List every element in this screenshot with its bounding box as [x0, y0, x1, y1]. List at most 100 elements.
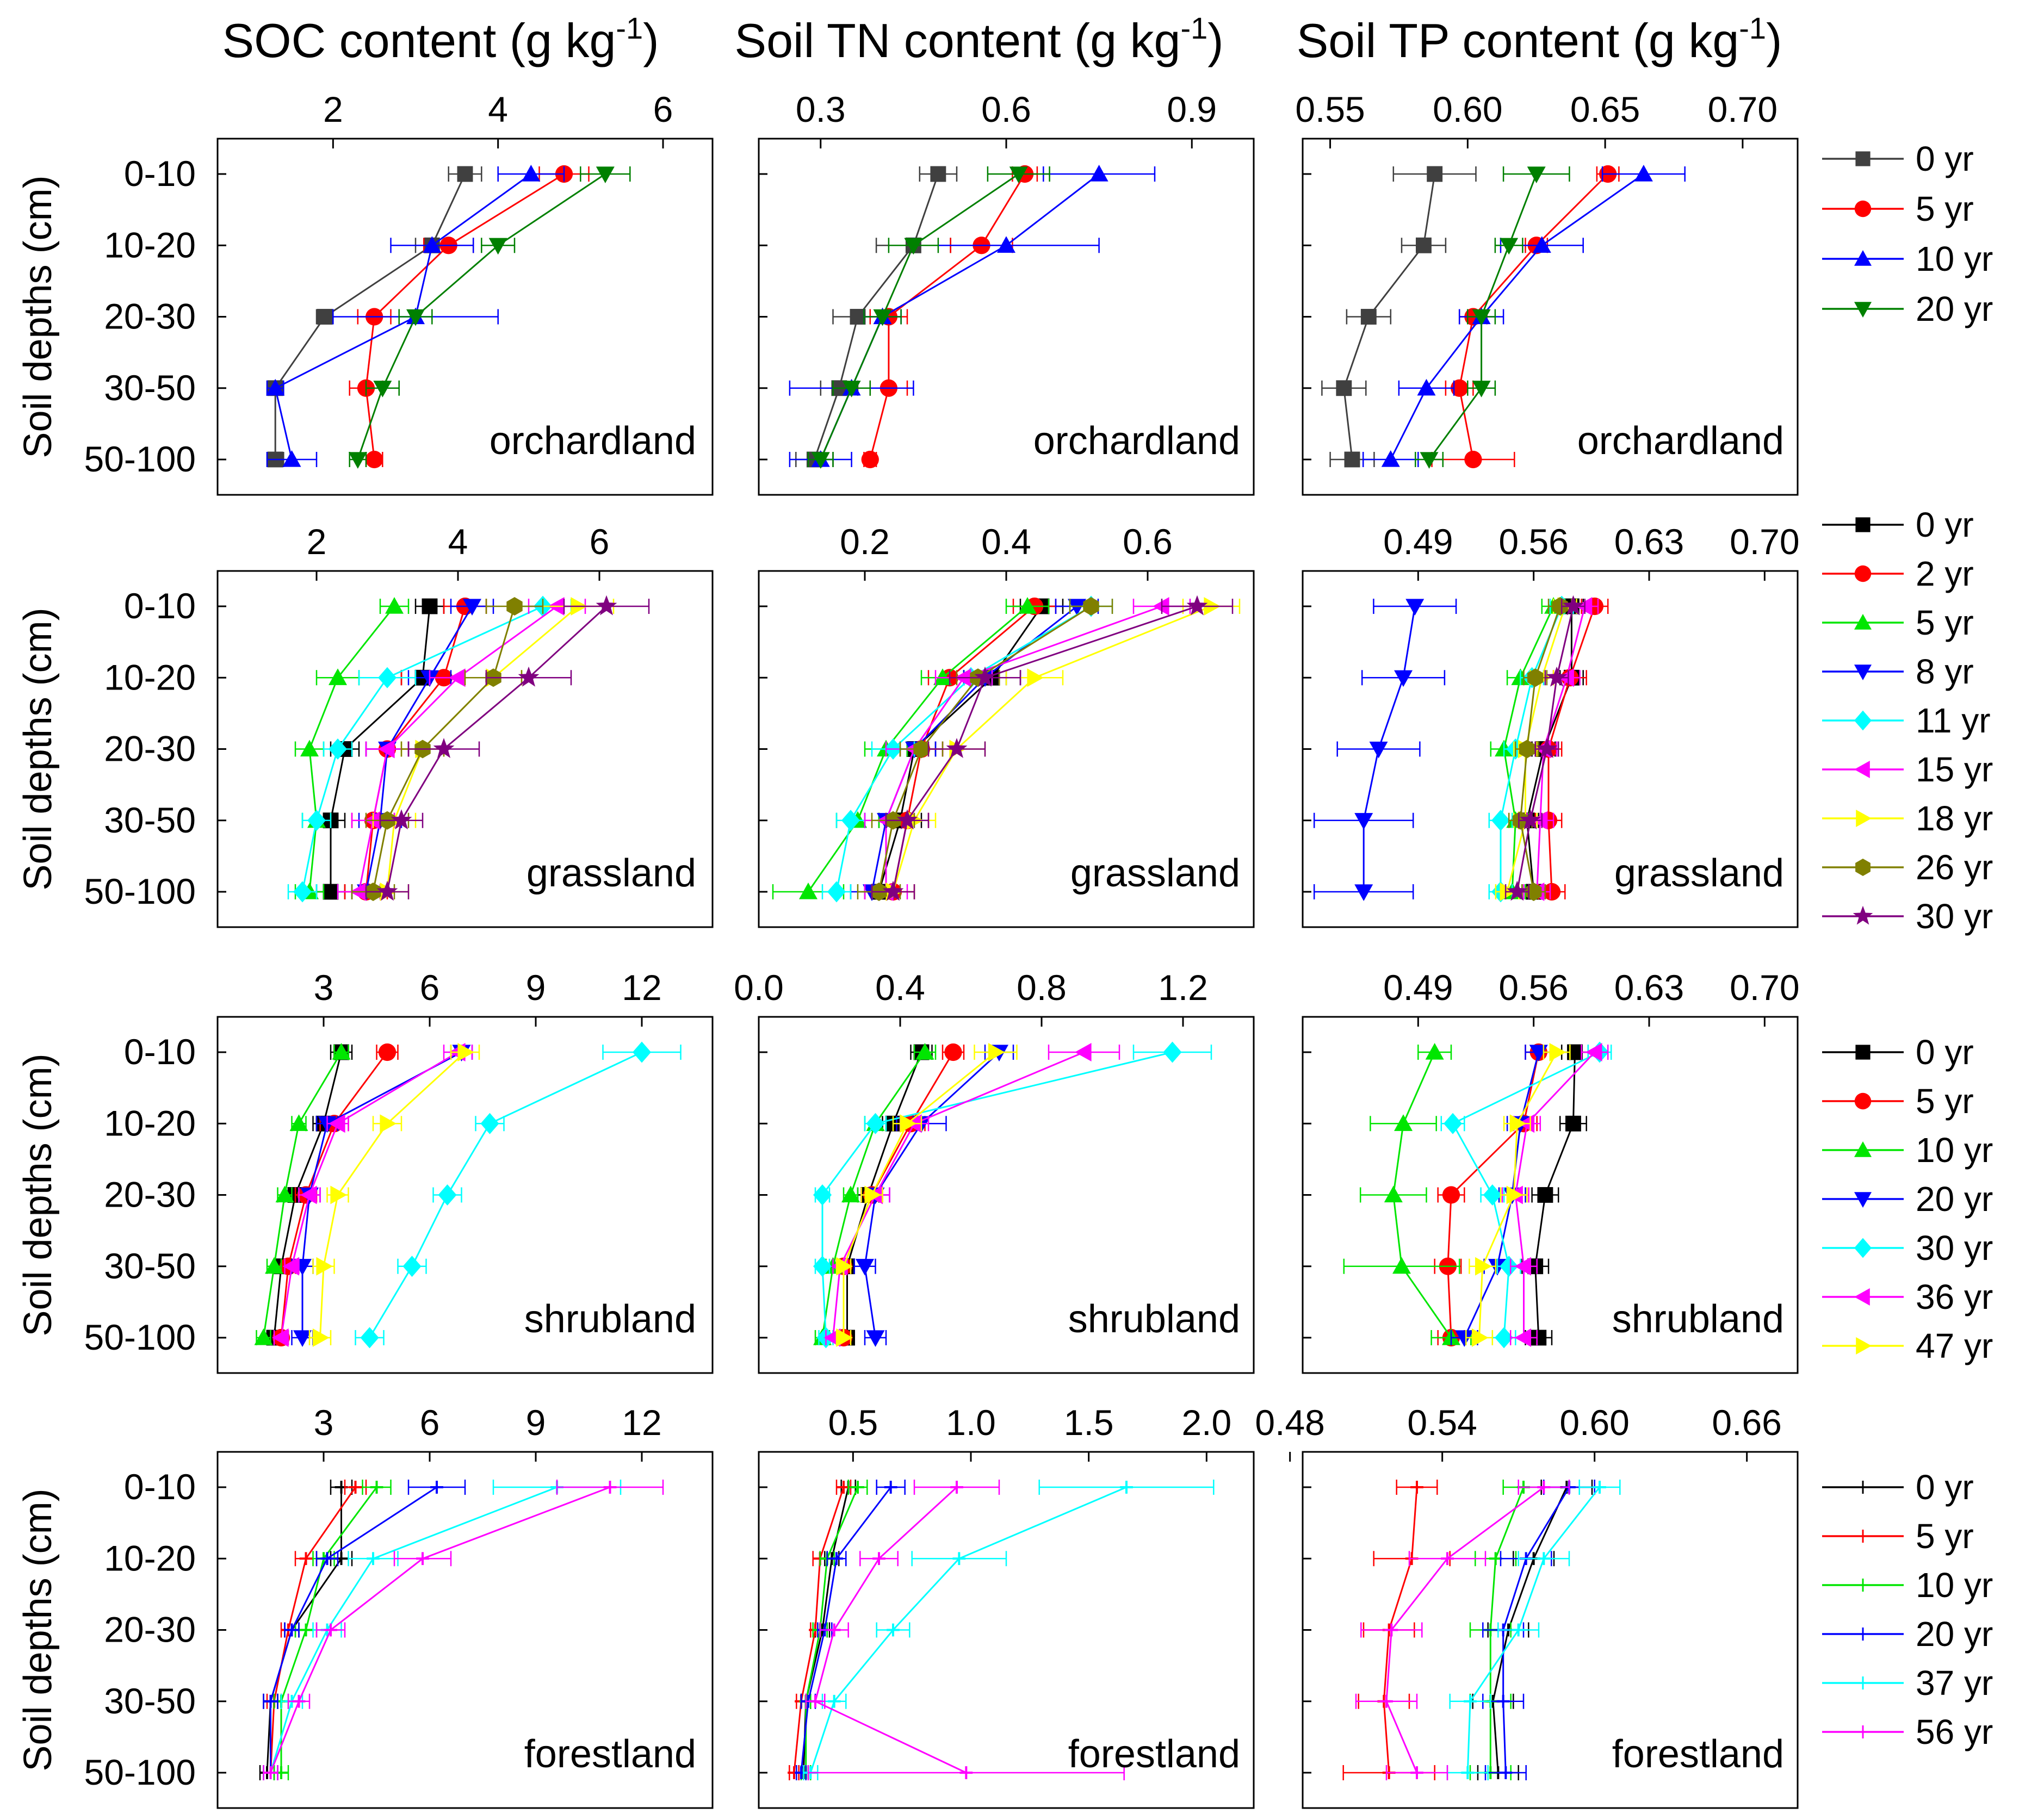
series-47-yr: [1465, 1043, 1571, 1347]
data-point: [1394, 1114, 1413, 1131]
x-tick-label: 0.8: [1017, 967, 1067, 1008]
x-tick-label: 0.65: [1570, 89, 1640, 129]
data-point: [1464, 450, 1482, 469]
panel-grid: Soil depths (cm) 0-10 10-20 20-30 30-50 50-10…: [16, 89, 1800, 1809]
x-tick-label: 0.0: [734, 967, 784, 1008]
land-label: shrubland: [524, 1297, 696, 1341]
series-20-yr: [263, 1480, 466, 1780]
legend-marker: [1855, 151, 1871, 166]
data-point: [433, 738, 455, 758]
x-tick-label: 2.0: [1181, 1402, 1231, 1443]
legend-marker: [1856, 1337, 1872, 1355]
legend-marker: [1855, 1045, 1871, 1060]
land-label: orchardland: [1577, 419, 1784, 463]
data-point: [285, 1623, 299, 1637]
data-point: [272, 1328, 289, 1347]
legend-item: 20 yr: [1822, 289, 1993, 328]
series-30-yr: [365, 595, 650, 901]
legend-item: 47 yr: [1822, 1326, 1993, 1365]
land-label: forestland: [1612, 1732, 1784, 1776]
legend-label: 0 yr: [1916, 1033, 1974, 1072]
data-point: [809, 1694, 822, 1708]
depth-label: 0-10: [124, 153, 196, 194]
data-point: [866, 1113, 885, 1134]
x-tick-label: 0.48: [1255, 1402, 1324, 1443]
depth-label: 10-20: [104, 1538, 196, 1578]
data-point: [320, 1552, 334, 1566]
data-point: [836, 1257, 853, 1276]
panel-orchardland-0: 2 4 6 orchardland: [216, 89, 714, 496]
data-point: [1506, 880, 1528, 901]
depth-label: 30-50: [104, 1681, 196, 1721]
land-label: shrubland: [1068, 1297, 1240, 1341]
legend-item: 20 yr: [1822, 1614, 1993, 1654]
data-point: [841, 810, 860, 831]
x-tick-label: 6: [420, 1402, 440, 1443]
data-point: [1027, 668, 1044, 687]
data-point: [1499, 1766, 1513, 1779]
legend-item: 8 yr: [1822, 652, 1974, 691]
land-label: grassland: [527, 852, 696, 895]
legend-marker: [1855, 517, 1871, 532]
data-point: [884, 1481, 897, 1494]
data-point: [882, 880, 904, 901]
panel-orchardland-1: 0.3 0.6 0.9 orchardland: [758, 89, 1255, 496]
depth-label: 20-30: [104, 1610, 196, 1650]
row-orchardland: Soil depths (cm) 0-10 10-20 20-30 30-50 50-10…: [16, 89, 1799, 496]
data-point: [1512, 1623, 1525, 1637]
legend-item: 20 yr: [1822, 1179, 1993, 1219]
data-point: [900, 1114, 916, 1133]
legend-label: 56 yr: [1916, 1712, 1993, 1751]
panel-shrubland-2: 0.49 0.56 0.63 0.70 shrubland: [1302, 967, 1800, 1374]
column-titles: SOC content (g kg-1) Soil TN content (g k…: [222, 11, 1782, 67]
data-point: [1537, 1481, 1551, 1494]
data-point: [378, 1043, 397, 1061]
depth-label: 20-30: [104, 1175, 196, 1215]
data-point: [1089, 165, 1108, 182]
legend-item: 10 yr: [1822, 1130, 1993, 1170]
legend-item: 15 yr: [1822, 750, 1993, 789]
legend-label: 37 yr: [1916, 1663, 1993, 1703]
x-tick-label: 6: [653, 89, 673, 129]
series-30-yr: [1504, 595, 1586, 901]
data-point: [827, 1694, 841, 1708]
data-point: [872, 1552, 885, 1566]
data-point: [896, 809, 918, 830]
series-8-yr: [1313, 599, 1457, 901]
x-tick-label: 0.9: [1167, 89, 1217, 129]
series-20-yr: [807, 166, 1050, 469]
data-point: [1381, 450, 1400, 467]
legend-item: 0 yr: [1822, 139, 1974, 178]
y-axis-label: Soil depths (cm): [16, 175, 60, 458]
data-point: [1496, 1694, 1510, 1708]
data-point: [378, 740, 395, 759]
data-point: [813, 1256, 832, 1277]
data-point: [299, 1552, 313, 1566]
series-37-yr: [1446, 1480, 1621, 1780]
x-tick-label: 0.49: [1383, 967, 1453, 1008]
depth-label: 30-50: [104, 800, 196, 840]
panel-forestland-0: 3 6 9 12 forestland: [216, 1402, 714, 1809]
legend-marker: [1854, 664, 1872, 680]
legend-marker: [1856, 810, 1872, 827]
legend-label: 30 yr: [1916, 897, 1993, 936]
data-point: [1537, 1187, 1553, 1203]
data-point: [799, 883, 817, 899]
data-point: [952, 1552, 966, 1566]
legend-item: 18 yr: [1822, 799, 1993, 838]
series-56-yr: [263, 1480, 664, 1780]
data-point: [300, 1185, 317, 1204]
data-point: [292, 1694, 306, 1708]
data-point: [264, 1766, 277, 1779]
land-label: shrubland: [1612, 1297, 1784, 1341]
legend-marker: [1854, 1092, 1872, 1110]
x-tick-label: 0.56: [1498, 521, 1568, 562]
data-point: [1475, 1257, 1492, 1276]
data-point: [1563, 595, 1584, 616]
legend-label: 8 yr: [1916, 652, 1974, 691]
data-point: [430, 1481, 443, 1494]
data-point: [1537, 1552, 1551, 1566]
legend-item: 5 yr: [1822, 1517, 1974, 1556]
data-point: [438, 1184, 457, 1206]
